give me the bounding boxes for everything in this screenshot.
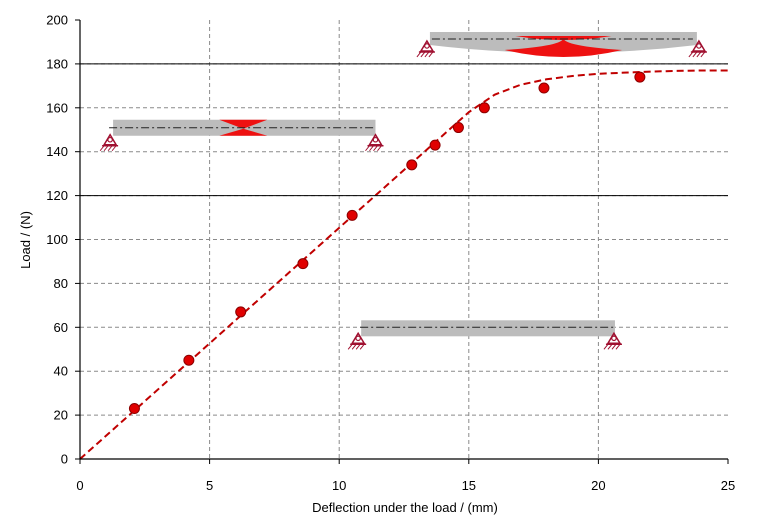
support-icon [416, 39, 435, 58]
y-tick-label: 80 [54, 276, 68, 291]
data-points [128, 71, 646, 415]
y-tick-label: 20 [54, 408, 68, 423]
beam-slight [109, 119, 376, 136]
x-tick-label: 25 [721, 478, 735, 493]
x-tick-label: 0 [76, 478, 83, 493]
x-tick-label: 15 [462, 478, 476, 493]
data-point [346, 209, 358, 221]
y-tick-label: 140 [46, 144, 68, 159]
data-point [452, 122, 464, 134]
fit-curve [79, 69, 728, 460]
data-point [235, 306, 247, 318]
y-tick-label: 180 [46, 56, 68, 71]
data-point [634, 71, 646, 83]
y-tick-label: 40 [54, 364, 68, 379]
support-icon [365, 133, 384, 152]
stress-zone [219, 119, 268, 129]
data-point [128, 403, 140, 415]
support-icon [688, 39, 707, 58]
support-icon [603, 331, 622, 350]
beam-body [361, 320, 615, 337]
beam-straight [360, 320, 615, 337]
data-point [538, 82, 550, 94]
data-point [478, 102, 490, 114]
y-tick-label: 0 [61, 452, 68, 467]
y-tick-label: 60 [54, 320, 68, 335]
y-tick-label: 200 [46, 13, 68, 28]
x-axis-title: Deflection under the load / (mm) [312, 500, 498, 515]
fit-curve-line [79, 69, 728, 460]
stress-zone [504, 37, 623, 57]
data-point [429, 139, 441, 151]
x-tick-label: 10 [332, 478, 346, 493]
data-point [406, 159, 418, 171]
data-point [297, 258, 309, 270]
x-tick-label: 20 [591, 478, 605, 493]
stress-zone [219, 128, 268, 136]
x-tick-label: 5 [206, 478, 213, 493]
support-icon [347, 331, 367, 350]
support-icon [99, 133, 119, 152]
y-axis-title: Load / (N) [18, 211, 33, 269]
y-tick-label: 160 [46, 100, 68, 115]
data-point [183, 354, 195, 366]
y-tick-label: 120 [46, 188, 68, 203]
y-tick-label: 100 [46, 232, 68, 247]
grid [80, 20, 728, 459]
beam-illustrations [99, 31, 707, 350]
beam-bent [429, 31, 697, 57]
axes: 0 20 40 60 80 100 120 140 160 180 200 0 5 10 15 20 25 [46, 13, 735, 494]
